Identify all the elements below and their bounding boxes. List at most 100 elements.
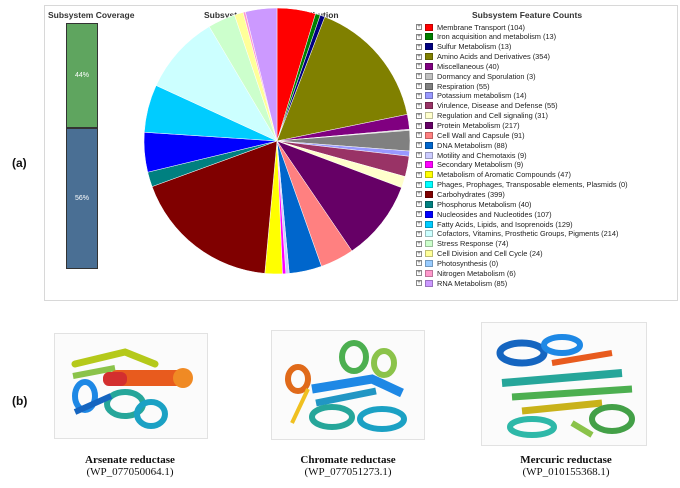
legend-label: Potassium metabolism (14) [437, 91, 527, 101]
legend-item: + Phosphorus Metabolism (40) [416, 199, 531, 209]
expand-plus-icon[interactable]: + [416, 161, 422, 168]
expand-plus-icon[interactable]: + [416, 24, 422, 30]
legend-swatch [425, 122, 433, 129]
legend-item: + Metabolism of Aromatic Compounds (47) [416, 170, 571, 180]
pie-slice-10 [276, 140, 402, 252]
arsenate-reductase-structure [54, 333, 208, 439]
legend-swatch [425, 210, 433, 218]
protein-name: Arsenate reductase [85, 454, 175, 466]
expand-plus-icon[interactable]: + [416, 102, 422, 109]
legend-label: Iron acquisition and metabolism (13) [437, 32, 557, 42]
expand-plus-icon[interactable]: + [416, 63, 422, 70]
legend-swatch [425, 72, 433, 80]
legend-swatch [425, 62, 433, 70]
coverage-bar-top: 44% [66, 23, 98, 128]
legend-item: + DNA Metabolism (88) [416, 140, 507, 150]
legend-item: + Amino Acids and Derivatives (354) [416, 52, 550, 62]
pie-slice-21 [155, 26, 278, 142]
expand-plus-icon[interactable]: + [416, 240, 422, 247]
panel-label-a: (a) [12, 156, 27, 170]
legend-label: Cofactors, Vitamins, Prosthetic Groups, … [437, 229, 619, 239]
coverage-title: Subsystem Coverage [48, 10, 135, 20]
legend-label: Nucleosides and Nucleotides (107) [437, 209, 552, 219]
legend-item: + Membrane Transport (104) [416, 22, 525, 32]
legend-item: + Virulence, Disease and Defense (55) [416, 101, 558, 111]
expand-plus-icon[interactable]: + [416, 181, 422, 188]
legend-swatch [425, 53, 433, 61]
legend-swatch [425, 131, 433, 139]
expand-plus-icon[interactable]: + [416, 112, 422, 119]
pie-slice-17 [151, 140, 278, 274]
legend-swatch [425, 190, 433, 198]
expand-plus-icon[interactable]: + [416, 280, 422, 287]
legend-item: + Phages, Prophages, Transposable element… [416, 180, 628, 190]
legend-label: Phages, Prophages, Transposable elements… [437, 180, 628, 190]
expand-plus-icon[interactable]: + [416, 201, 422, 208]
pie-slice-3 [276, 16, 408, 142]
chromate-caption: Chromate reductase (WP_077051273.1) [268, 454, 428, 478]
expand-plus-icon[interactable]: + [416, 191, 422, 198]
legend-swatch [425, 33, 433, 41]
mercuric-reductase-structure [481, 322, 647, 446]
expand-plus-icon[interactable]: + [416, 122, 422, 129]
legend-swatch [425, 240, 433, 248]
legend-item: + Cell Wall and Capsule (91) [416, 130, 525, 140]
legend-swatch [425, 161, 433, 169]
legend-item: + Potassium metabolism (14) [416, 91, 527, 101]
legend-label: Metabolism of Aromatic Compounds (47) [437, 170, 571, 180]
legend-label: Secondary Metabolism (9) [437, 160, 524, 170]
legend-title: Subsystem Feature Counts [472, 10, 583, 20]
legend-label: RNA Metabolism (85) [437, 278, 508, 288]
expand-plus-icon[interactable]: + [416, 53, 422, 60]
protein-name: Chromate reductase [300, 454, 396, 466]
legend-item: + Protein Metabolism (217) [416, 121, 520, 131]
expand-plus-icon[interactable]: + [416, 221, 422, 227]
legend-item: + Photosynthesis (0) [416, 258, 498, 268]
legend-item: + Regulation and Cell signaling (31) [416, 111, 548, 121]
expand-plus-icon[interactable]: + [416, 152, 422, 159]
legend-swatch [425, 171, 433, 179]
legend-label: Virulence, Disease and Defense (55) [437, 101, 558, 111]
expand-plus-icon[interactable]: + [416, 132, 422, 139]
legend-swatch [425, 269, 433, 277]
expand-plus-icon[interactable]: + [416, 260, 422, 267]
legend-swatch [425, 181, 433, 189]
legend-swatch [425, 112, 433, 120]
coverage-label-top: 44% [74, 72, 89, 79]
expand-plus-icon[interactable]: + [416, 142, 422, 149]
legend-label: Membrane Transport (104) [437, 22, 525, 32]
legend-item: + Fatty Acids, Lipids, and Isoprenoids (1… [416, 219, 573, 229]
expand-plus-icon[interactable]: + [416, 211, 422, 218]
legend-item: + Respiration (55) [416, 81, 490, 91]
expand-plus-icon[interactable]: + [416, 83, 422, 90]
legend-item: + Nitrogen Metabolism (6) [416, 268, 516, 278]
legend-item: + Cell Division and Cell Cycle (24) [416, 249, 543, 259]
legend-item: + RNA Metabolism (85) [416, 278, 507, 288]
pie-slice-26 [245, 7, 278, 142]
legend-label: Cell Wall and Capsule (91) [437, 130, 525, 140]
panel-label-b: (b) [12, 394, 28, 408]
expand-plus-icon[interactable]: + [416, 73, 422, 80]
legend-item: + Cofactors, Vitamins, Prosthetic Groups,… [416, 229, 618, 239]
arsenate-caption: Arsenate reductase (WP_077050064.1) [50, 454, 210, 478]
legend-label: Nitrogen Metabolism (6) [437, 268, 516, 278]
protein-id: (WP_010155368.1) [522, 466, 610, 478]
legend-swatch [425, 220, 433, 228]
expand-plus-icon[interactable]: + [416, 92, 422, 99]
legend-label: Protein Metabolism (217) [437, 121, 520, 130]
legend-item: + Carbohydrates (399) [416, 189, 505, 199]
legend-label: Sulfur Metabolism (13) [437, 42, 512, 52]
legend-swatch [425, 200, 433, 208]
expand-plus-icon[interactable]: + [416, 270, 422, 277]
legend-label: Fatty Acids, Lipids, and Isoprenoids (12… [437, 219, 573, 229]
expand-plus-icon[interactable]: + [416, 230, 422, 237]
protein-id: (WP_077050064.1) [86, 466, 174, 478]
legend-item: + Motility and Chemotaxis (9) [416, 150, 527, 160]
expand-plus-icon[interactable]: + [416, 171, 422, 178]
legend-swatch [425, 43, 433, 51]
expand-plus-icon[interactable]: + [416, 33, 422, 40]
expand-plus-icon[interactable]: + [416, 43, 422, 50]
legend-item: + Nucleosides and Nucleotides (107) [416, 209, 552, 219]
expand-plus-icon[interactable]: + [416, 250, 422, 257]
legend-swatch [425, 141, 433, 149]
